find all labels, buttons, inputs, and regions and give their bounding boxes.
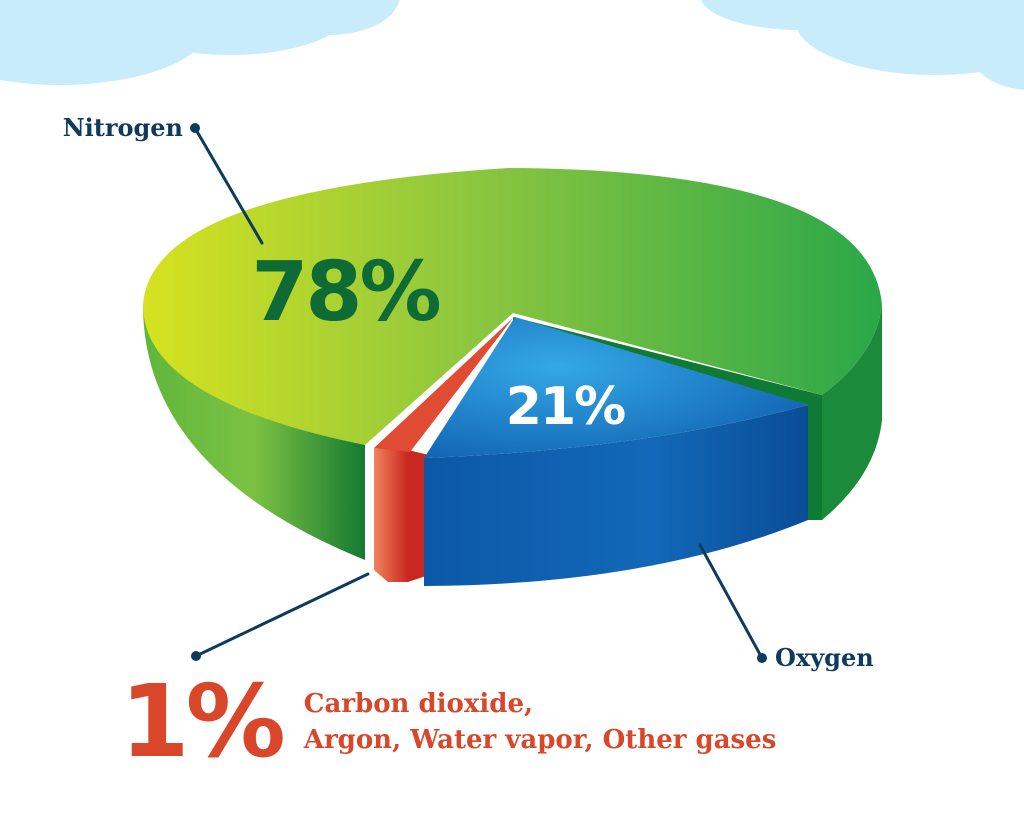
nitrogen-leader-dot [190, 123, 200, 133]
oxygen-slice [424, 317, 808, 458]
other-gases-leader-dot [191, 651, 201, 661]
nitrogen-slice [143, 168, 882, 445]
nitrogen-slice-cut-face [513, 317, 822, 520]
other-gases-slice-side [408, 450, 429, 582]
nitrogen-slice-side-right [822, 305, 882, 520]
cloud-left-decoration [0, 0, 400, 85]
other-gases-callout: 1% Carbon dioxide, Argon, Water vapor, O… [120, 672, 776, 772]
nitrogen-callout-label: Nitrogen [63, 113, 183, 142]
nitrogen-leader-line [193, 126, 264, 245]
oxygen-slice-side [424, 405, 808, 586]
other-gases-line-1: Carbon dioxide, [303, 689, 534, 719]
other-gases-slice [374, 318, 513, 452]
other-gases-percent-label: 1% [120, 663, 286, 780]
nitrogen-percent-label: 78% [251, 245, 439, 340]
other-gases-line-2: Argon, Water vapor, Other gases [303, 725, 777, 755]
oxygen-percent-label: 21% [506, 377, 625, 437]
other-gases-slice-front [374, 448, 408, 582]
oxygen-leader-line [698, 543, 764, 660]
cloud-right-decoration [701, 0, 1024, 90]
oxygen-leader-dot [757, 653, 767, 663]
other-gases-description: Carbon dioxide, Argon, Water vapor, Othe… [304, 686, 777, 758]
oxygen-callout-label: Oxygen [775, 643, 874, 672]
other-gases-leader-line [194, 572, 370, 658]
